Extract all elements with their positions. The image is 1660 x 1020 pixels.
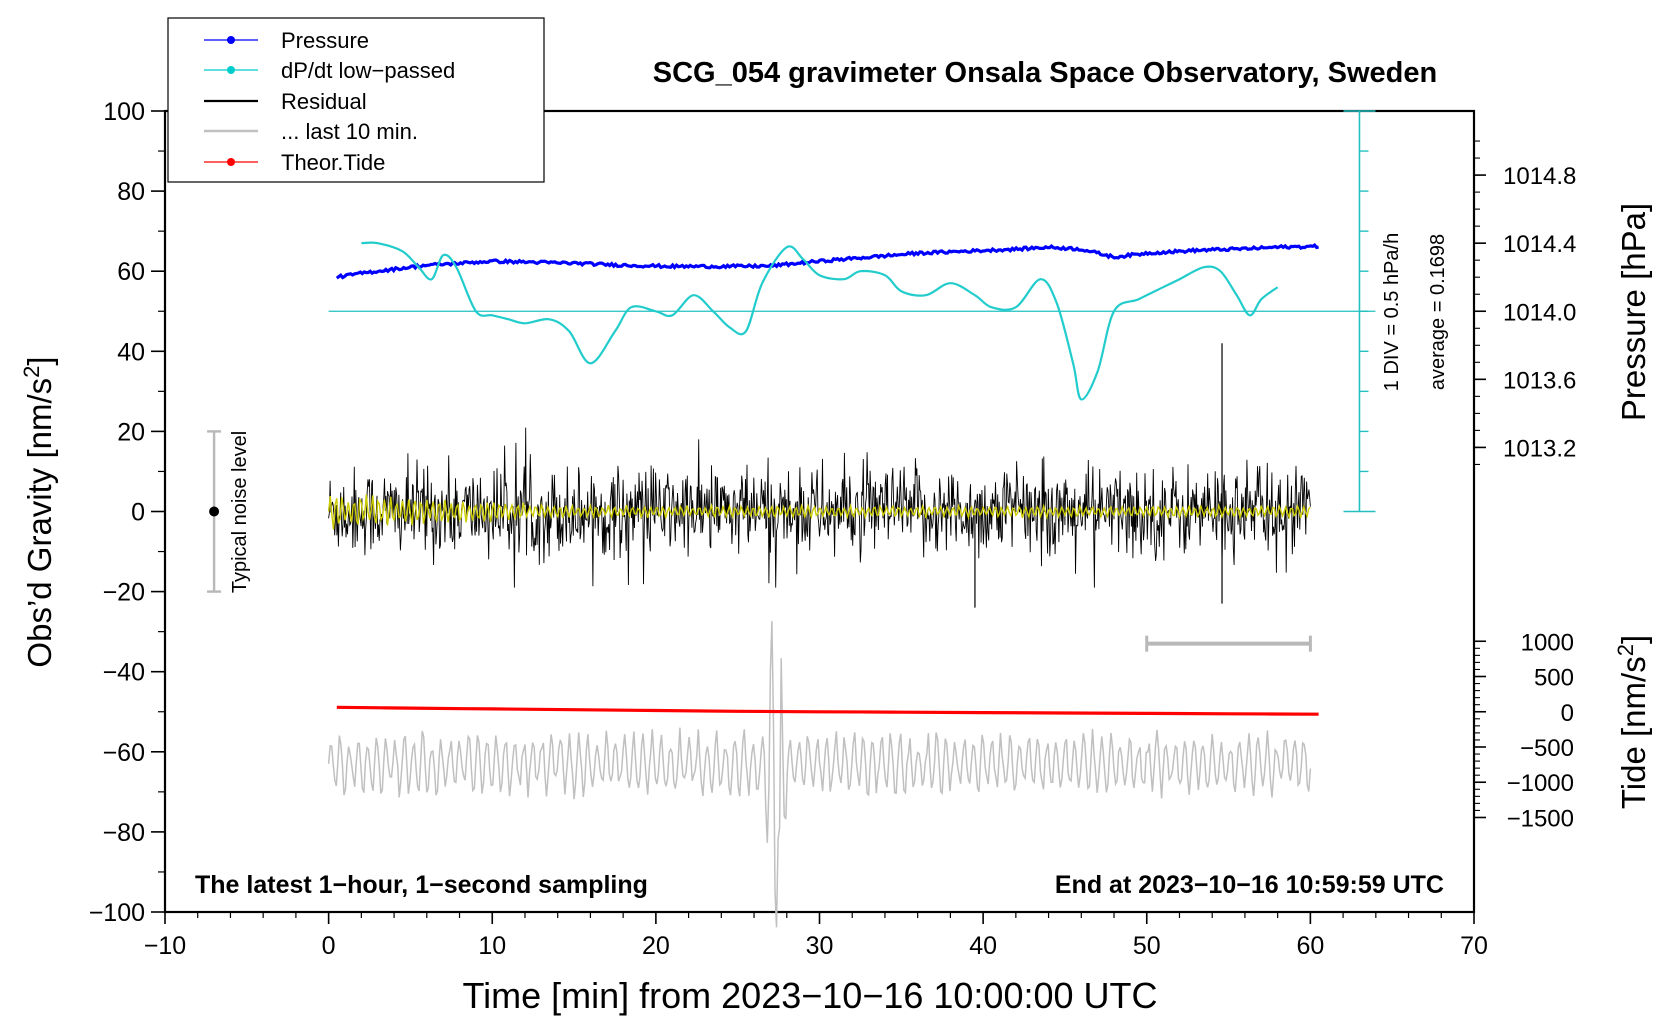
dpdt-division-note: 1 DIV = 0.5 hPa/h (1381, 233, 1403, 391)
tide-axis-label-sup: 2 (1613, 644, 1638, 656)
pressure-line (335, 242, 1319, 280)
x-tick-label: 60 (1296, 932, 1324, 960)
tide-axis-label-end: ] (1615, 635, 1652, 644)
tide-tick-label: 0 (1561, 700, 1574, 727)
y-tick-label: −80 (103, 819, 145, 847)
x-tick-label: 20 (642, 932, 670, 960)
last-10-min-line (327, 621, 1312, 928)
x-tick-label: −10 (144, 932, 186, 960)
y-tick-label: 0 (131, 499, 145, 527)
y-tick-label: 80 (117, 178, 145, 206)
legend-label-pressure: Pressure (281, 28, 369, 53)
tide-tick-label: −1000 (1507, 770, 1574, 797)
dpdt-line (361, 241, 1279, 401)
y-tick-label: −40 (103, 659, 145, 687)
y-tick-label: 60 (117, 258, 145, 286)
legend-label-residual: Residual (281, 89, 367, 114)
tide-tick-label: −500 (1520, 735, 1574, 762)
x-tick-label: 50 (1133, 932, 1161, 960)
pressure-tick-label: 1014.0 (1503, 299, 1576, 326)
pressure-axis-label: Pressure [hPa] (1615, 203, 1652, 421)
x-axis-label: Time [min] from 2023−10−16 10:00:00 UTC (462, 975, 1157, 1016)
legend-label-theor-tide: Theor.Tide (281, 150, 385, 175)
legend-swatches (204, 36, 258, 166)
data-layer (207, 110, 1376, 928)
chart-title: SCG_054 gravimeter Onsala Space Observat… (653, 57, 1437, 89)
y-tick-label: 40 (117, 338, 145, 366)
x-tick-label: 70 (1460, 932, 1488, 960)
pressure-tick-label: 1014.8 (1503, 163, 1576, 190)
y-axis-label: Obs’d Gravity [nm/s2] (19, 356, 58, 667)
pressure-tick-label: 1014.4 (1503, 231, 1576, 258)
x-tick-label: 40 (969, 932, 997, 960)
theor-tide-line (336, 705, 1319, 716)
legend-swatch-marker (227, 36, 235, 44)
legend-swatch-marker (227, 158, 235, 166)
tide-axis-label: Tide [nm/s2] (1613, 635, 1652, 809)
legend-label-last-10-min: ... last 10 min. (281, 119, 418, 144)
residual-line (328, 427, 1311, 588)
x-tick-label: 30 (806, 932, 834, 960)
dpdt-average-note: average = 0.1698 (1427, 234, 1449, 390)
noise-level-label: Typical noise level (229, 431, 251, 593)
y-tick-label: −20 (103, 579, 145, 607)
noise-bar-marker (209, 506, 220, 517)
y-axis-label-main: Obs’d Gravity [nm/s (21, 378, 58, 668)
tide-axis-label-main: Tide [nm/s (1615, 656, 1652, 809)
y-tick-label: 100 (103, 98, 145, 126)
legend-label-dpdt: dP/dt low−passed (281, 58, 455, 83)
y-tick-label: −100 (89, 899, 145, 927)
legend: Pressure dP/dt low−passed Residual ... l… (167, 17, 545, 183)
tide-tick-label: 1000 (1521, 629, 1574, 656)
y-tick-label: −60 (103, 739, 145, 767)
x-tick-label: 0 (322, 932, 336, 960)
residual-smoothed-line (327, 494, 1311, 530)
tide-tick-label: 500 (1534, 665, 1574, 692)
legend-swatch-marker (227, 66, 235, 74)
y-axis-label-sup: 2 (19, 366, 44, 378)
footer-right-note: End at 2023−10−16 10:59:59 UTC (1055, 871, 1444, 899)
tide-tick-label: −1500 (1507, 805, 1574, 832)
y-axis-label-end: ] (21, 356, 58, 365)
pressure-tick-label: 1013.2 (1503, 435, 1576, 462)
footer-left-note: The latest 1−hour, 1−second sampling (195, 871, 648, 899)
y-tick-label: 20 (117, 418, 145, 446)
pressure-tick-label: 1013.6 (1503, 367, 1576, 394)
x-tick-label: 10 (478, 932, 506, 960)
